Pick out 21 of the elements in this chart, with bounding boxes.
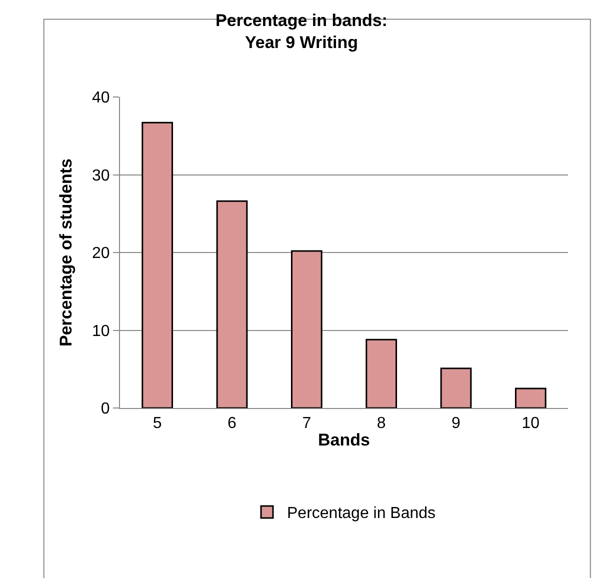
bar	[366, 338, 398, 408]
x-tick-label: 10	[522, 415, 540, 432]
x-tick-label: 7	[302, 415, 312, 432]
y-tick-label: 10	[92, 322, 110, 340]
bar	[514, 388, 546, 408]
legend-label: Percentage in Bands	[287, 505, 436, 522]
x-tick-label: 9	[452, 415, 461, 432]
x-tick-label: 6	[228, 415, 237, 432]
y-tick-label: 40	[92, 90, 110, 107]
y-tick-label: 20	[92, 245, 110, 262]
x-tick-label: 8	[376, 415, 386, 432]
bar	[216, 200, 248, 408]
bar	[142, 122, 174, 408]
y-tick-label: 30	[92, 167, 110, 184]
x-tick-label: 5	[152, 415, 162, 432]
x-axis-title: Bands	[318, 430, 370, 450]
bar	[440, 368, 472, 408]
y-axis-title: Percentage of students	[56, 158, 76, 346]
bar	[290, 250, 322, 408]
y-tick-label: 0	[100, 400, 110, 418]
chart-title: Percentage in bands: Year 9 Writing	[216, 11, 388, 52]
